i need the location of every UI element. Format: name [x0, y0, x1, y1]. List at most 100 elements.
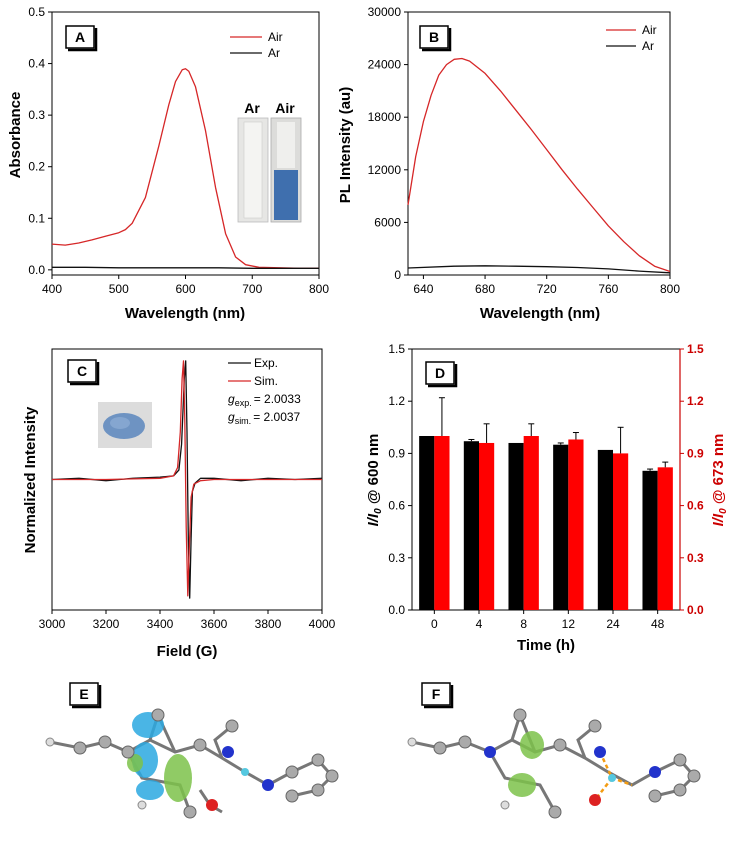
panel-d-label-box: D [425, 361, 458, 388]
panel-c-xtick-label: 3000 [39, 617, 66, 631]
panel-c-xtick-label: 3600 [201, 617, 228, 631]
panel-d-ytick-right-label: 0.9 [687, 446, 704, 460]
panel-b-series-air-line [407, 57, 671, 273]
panel-a-xtick-label: 700 [242, 282, 262, 296]
g-exp-text: gexp. = 2.0033 [228, 392, 301, 408]
panel-a-ytick-label: 0.1 [28, 211, 45, 225]
panel-d-bar-600nm [419, 436, 435, 610]
panel-a-label-box: A [65, 25, 98, 52]
panel-d-ytick-left-label: 1.2 [388, 394, 405, 408]
panel-b-ytick-label: 0 [394, 268, 401, 282]
panel-a-label: A [75, 29, 85, 45]
panel-d-ytick-right-label: 1.2 [687, 394, 704, 408]
panel-d-ytick-right-label: 0.6 [687, 499, 704, 513]
panel-b-legend: Air Ar [606, 23, 657, 53]
panel-c-series-sim-line [52, 360, 322, 597]
panel-d-ytick-left-label: 0.0 [388, 603, 405, 617]
panel-c-xlabel: Field (G) [157, 643, 218, 660]
panel-d-ytick-left-label: 0.6 [388, 499, 405, 513]
panel-d-bar-673nm [568, 439, 584, 610]
panel-d-bar-673nm [523, 436, 539, 610]
panel-b-ylabel: PL Intensity (au) [337, 87, 354, 203]
panel-b-xtick-label: 680 [475, 282, 495, 296]
panel-d-ytick-left-label: 0.3 [388, 551, 405, 565]
legend-b-air: Air [642, 23, 657, 37]
panel-b-ytick-label: 12000 [368, 163, 402, 177]
inset-label-ar: Ar [244, 100, 260, 116]
panel-d-xtick-label: 12 [562, 617, 576, 631]
panel-c-xtick-label: 4000 [309, 617, 336, 631]
panel-c-chart: 3000 3200 3400 3600 3800 4000 C Exp. Sim. gex… [22, 348, 336, 660]
panel-c-xtick-label: 3800 [255, 617, 282, 631]
panel-a-ytick-label: 0.5 [28, 5, 45, 19]
legend-c-exp: Exp. [254, 356, 278, 370]
panel-d-xtick-label: 24 [606, 617, 620, 631]
panel-a-xtick-label: 600 [175, 282, 195, 296]
panel-d-bar-673nm [434, 436, 450, 610]
atoms-f [407, 708, 701, 819]
panel-f-label: F [432, 686, 441, 702]
panel-a-ylabel: Absorbance [7, 92, 24, 179]
panel-e-label: E [79, 686, 88, 702]
panel-b-ytick-label: 24000 [368, 58, 402, 72]
panel-d-xlabel: Time (h) [517, 637, 575, 654]
panel-d-chart: 0.0 0.0 0.3 0.3 0.6 0.6 0.9 0.9 1.2 1.2 1.5 1.5 0 4 8 1… [365, 342, 729, 654]
panel-a-legend: Air Ar [230, 30, 283, 60]
panel-d-xtick-label: 48 [651, 617, 665, 631]
cuvette-inset: Ar Air [237, 100, 302, 223]
panel-a-ytick-label: 0.4 [28, 57, 45, 71]
panel-c-xtick-label: 3200 [93, 617, 120, 631]
panel-d-bar-600nm [553, 444, 569, 610]
panel-d-ytick-left-label: 1.5 [388, 342, 405, 356]
panel-d-ytick-right-label: 0.3 [687, 551, 704, 565]
panel-d-bar-673nm [479, 442, 495, 610]
panel-a-ytick-label: 0.0 [28, 263, 45, 277]
panel-a-ytick-label: 0.2 [28, 160, 45, 174]
panel-e-label-box: E [69, 682, 102, 709]
panel-d-frame [411, 348, 681, 611]
panel-a-series-ar-line [52, 266, 319, 269]
panel-d-ytick-right-label: 0.0 [687, 603, 704, 617]
panel-b-xtick-label: 640 [413, 282, 433, 296]
panel-a-chart: 400 500 600 700 800 0.0 0.1 0.2 0.3 0.4 0.5 A Air … [7, 5, 329, 322]
legend-c-sim: Sim. [254, 374, 278, 388]
panel-c-xtick-label: 3400 [147, 617, 174, 631]
panel-d-bar-600nm [642, 470, 658, 610]
panel-d-xtick-label: 4 [476, 617, 483, 631]
panel-d-label: D [435, 365, 445, 381]
blue-solution [274, 170, 298, 220]
panel-d-bar-600nm [597, 449, 613, 610]
panel-b-frame [407, 11, 671, 276]
panel-d-ytick-right-label: 1.5 [687, 342, 704, 356]
powder-photo-inset [98, 402, 152, 448]
panel-d-ytick-left-label: 0.9 [388, 446, 405, 460]
spin-density-f [508, 731, 544, 797]
atoms-e [45, 708, 339, 819]
panel-d-xtick-label: 0 [431, 617, 438, 631]
panel-f-molecule: F [407, 682, 701, 819]
panel-a-xlabel: Wavelength (nm) [125, 305, 245, 322]
panel-d-bar-600nm [508, 442, 524, 610]
panel-a-xtick-label: 800 [309, 282, 329, 296]
panel-b-chart: 640 680 720 760 800 0 6000 12000 18000 24000 30000… [337, 5, 680, 322]
panel-d-ylabel-right: I/I0 @ 673 nm [710, 434, 729, 527]
legend-b-ar: Ar [642, 39, 654, 53]
panel-b-xtick-label: 800 [660, 282, 680, 296]
panel-a-xtick-label: 400 [42, 282, 62, 296]
panel-b-label-box: B [419, 25, 452, 52]
panel-b-ytick-label: 6000 [374, 215, 401, 229]
spin-density-e [127, 712, 192, 802]
panel-b-xtick-label: 720 [537, 282, 557, 296]
inset-label-air: Air [275, 100, 295, 116]
panel-d-bar-600nm [463, 441, 479, 610]
panel-b-xlabel: Wavelength (nm) [480, 305, 600, 322]
panel-c-ylabel: Normalized Intensity [22, 406, 39, 553]
panel-d-bar-673nm [657, 467, 673, 610]
panel-d-bar-673nm [613, 453, 629, 610]
legend-a-ar: Ar [268, 46, 280, 60]
legend-a-air: Air [268, 30, 283, 44]
panel-c-label: C [77, 363, 87, 379]
panel-b-ytick-label: 18000 [368, 110, 402, 124]
panel-c-legend: Exp. Sim. gexp. = 2.0033 gsim. = 2.0037 [228, 356, 301, 426]
